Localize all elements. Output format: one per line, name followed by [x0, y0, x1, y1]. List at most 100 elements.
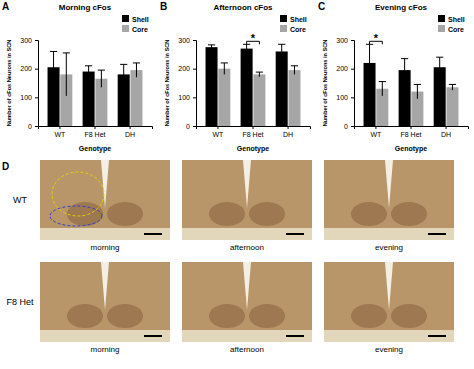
micrograph [182, 262, 312, 342]
scale-bar [428, 335, 446, 337]
y-tick-mark [193, 40, 196, 41]
y-tick-mark [351, 40, 354, 41]
error-bar [243, 44, 250, 53]
y-tick: 200 [336, 65, 354, 72]
y-tick-label: 100 [20, 94, 32, 101]
y-tick-label: 300 [178, 37, 190, 44]
y-axis: 0 100 200 300 [20, 37, 38, 130]
chart-title: Morning cFos [59, 3, 112, 12]
micrograph [40, 160, 170, 240]
plot-area [364, 44, 459, 126]
error-bar-stem [123, 64, 124, 84]
y-tick-label: 200 [178, 65, 190, 72]
plot-area [206, 44, 301, 126]
y-tick-label: 0 [28, 123, 32, 130]
scn-region [391, 202, 427, 226]
bar [218, 69, 230, 126]
error-bar [63, 53, 70, 96]
x-tick-label: DH [283, 131, 293, 138]
error-bar-cap [291, 65, 298, 66]
image-label: afternoon [230, 345, 264, 354]
y-tick: 300 [178, 37, 196, 44]
y-tick-label: 300 [336, 37, 348, 44]
x-axis: WTF8 HetDH [197, 126, 311, 138]
optic-chiasm [182, 228, 312, 240]
scale-bar [286, 335, 304, 337]
core-outline [50, 206, 102, 226]
x-tick: DH [125, 126, 135, 138]
scn-region [209, 202, 245, 226]
scn-region [249, 202, 285, 226]
micrograph-background [40, 262, 170, 342]
legend-label: Core [290, 26, 306, 33]
y-tick-label: 200 [20, 65, 32, 72]
y-tick-mark [351, 126, 354, 127]
error-bar [133, 63, 140, 77]
micrograph-background [182, 262, 312, 342]
error-bar-stem [452, 84, 453, 90]
x-axis-title: Genotype [237, 145, 269, 153]
error-bar-stem [369, 44, 370, 81]
error-bar-stem [417, 84, 418, 98]
optic-chiasm [324, 228, 454, 240]
legend-swatch [438, 15, 445, 22]
y-tick-label: 100 [336, 94, 348, 101]
error-bar-cap [63, 52, 70, 53]
row-label: F8 Het [6, 297, 34, 307]
micrograph-background [182, 160, 312, 240]
chart-title: Afternoon cFos [213, 3, 273, 12]
error-bar-stem [101, 70, 102, 87]
y-tick-mark [193, 69, 196, 70]
y-axis: 0 100 200 300 [336, 37, 354, 130]
plot-area [48, 51, 143, 126]
significance-label: * [251, 32, 256, 44]
error-bar [366, 44, 373, 81]
error-bar [278, 44, 285, 58]
x-tick-label: F8 Het [242, 131, 263, 138]
image-label: afternoon [230, 243, 264, 252]
x-axis-title: Genotype [79, 145, 111, 153]
y-tick-label: 300 [20, 37, 32, 44]
scale-bar [286, 233, 304, 235]
panel-1: BAfternoon cFos0100200300WTF8 HetDHGenot… [160, 1, 311, 153]
y-axis-line [351, 41, 355, 127]
error-bar [221, 63, 228, 74]
error-bar-stem [53, 51, 54, 83]
error-bar [256, 72, 263, 77]
y-tick-label: 0 [344, 123, 348, 130]
figure: AMorning cFos0100200300WTF8 HetDHGenotyp… [0, 0, 474, 369]
y-tick: 100 [178, 94, 196, 101]
error-bar [436, 57, 443, 77]
error-bar [449, 84, 456, 90]
y-axis-title: Number of cFos Neurons in SCN [164, 40, 170, 127]
error-bar-cap [436, 57, 443, 58]
legend-label: Core [448, 26, 464, 33]
y-tick: 0 [186, 123, 196, 130]
scale-bar [144, 335, 162, 337]
row-label: WT [13, 195, 27, 205]
y-tick-label: 200 [336, 65, 348, 72]
legend: ShellCore [438, 15, 465, 33]
y-axis: 0 100 200 300 [178, 37, 196, 130]
legend: ShellCore [280, 15, 307, 33]
panel-2: CEvening cFos0100200300WTF8 HetDHGenotyp… [318, 1, 469, 153]
micrograph-background [324, 160, 454, 240]
bar [253, 74, 265, 126]
y-tick-mark [193, 126, 196, 127]
x-axis-line [39, 127, 153, 130]
scn-region [391, 304, 427, 328]
x-tick-mark [59, 126, 60, 129]
legend-label: Shell [132, 16, 149, 23]
y-tick-label: 100 [178, 94, 190, 101]
error-bar-cap [449, 84, 456, 85]
third-ventricle [101, 262, 109, 310]
bar [288, 70, 300, 126]
micrograph [182, 160, 312, 240]
error-bar-cap [414, 84, 421, 85]
error-bar-stem [281, 44, 282, 58]
y-tick-mark [35, 40, 38, 41]
y-axis-line [193, 41, 197, 127]
significance-label: * [374, 32, 379, 44]
scale-bar [144, 233, 162, 235]
legend-swatch [280, 25, 287, 32]
